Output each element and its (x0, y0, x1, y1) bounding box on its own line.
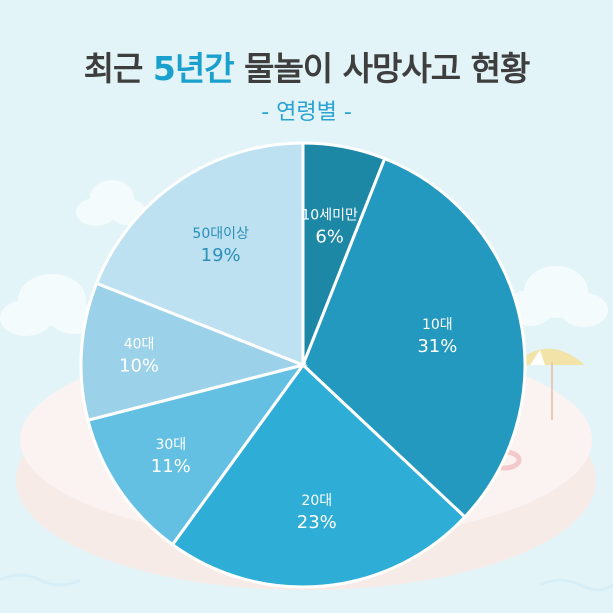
pie-slice (301, 156, 527, 520)
slice-category-label: 30대 (155, 437, 186, 453)
slice-category-label: 40대 (124, 337, 155, 353)
pie-slice (79, 281, 308, 423)
slice-category-label: 10세미만 (301, 207, 358, 223)
cloud-left-lower (0, 274, 98, 336)
slice-category-label: 50대이상 (192, 226, 249, 242)
cloud-right (506, 266, 608, 327)
chart-title: 최근 5년간 물놀이 사망사고 현황 (83, 49, 531, 88)
pie-slice (170, 362, 467, 589)
pie-slice (86, 362, 307, 547)
wave-decoration (0, 573, 81, 587)
pie-slice (94, 141, 305, 368)
slice-percent-label: 6% (315, 226, 344, 247)
chart-subtitle: - 연령별 - (261, 100, 352, 125)
pie-labels: 10세미만 6% 10대 31% 20대 23% 30대 11% 40대 10% 50대이상 19% (119, 207, 457, 532)
slice-percent-label: 23% (297, 512, 337, 533)
title-accent: 5년간 (152, 49, 235, 88)
slice-percent-label: 11% (151, 456, 191, 477)
umbrella-icon (520, 348, 585, 420)
slice-percent-label: 19% (201, 245, 241, 266)
pie-slices (79, 141, 527, 589)
slice-percent-label: 10% (119, 356, 159, 377)
slice-category-label: 10대 (422, 317, 453, 333)
slice-category-label: 20대 (301, 493, 332, 509)
slice-percent-label: 31% (417, 336, 457, 357)
